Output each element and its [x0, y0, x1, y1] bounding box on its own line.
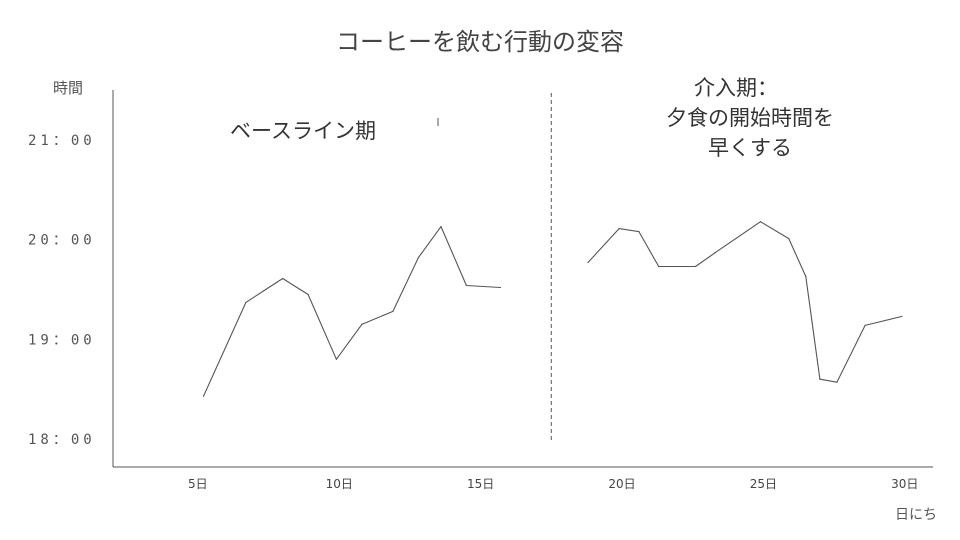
y-tick-label: 18：00 — [28, 432, 96, 448]
data-point — [265, 288, 267, 291]
data-point — [417, 257, 419, 259]
intervention-phase-label-line-1: 介入期： — [694, 76, 778, 100]
x-tick-label: 30日 — [891, 477, 918, 491]
data-point — [465, 284, 467, 287]
intervention-series-line — [587, 221, 903, 383]
data-point — [901, 315, 903, 317]
data-point — [499, 286, 501, 289]
x-tick-label: 10日 — [326, 477, 353, 491]
baseline-series-line — [202, 226, 501, 397]
data-point — [307, 293, 309, 296]
y-axis-label: 時間 — [53, 79, 83, 97]
data-point — [245, 301, 247, 303]
data-point — [202, 395, 205, 397]
data-point — [587, 261, 589, 264]
baseline-phase-label: ベースライン期 — [230, 119, 376, 143]
x-tick-label: 5日 — [188, 477, 208, 491]
data-point — [361, 323, 363, 325]
x-tick-labels: 5日 10日 15日 20日 25日 30日 — [188, 477, 918, 491]
data-point — [819, 378, 821, 380]
intervention-phase-label-line-3: 早くする — [708, 136, 792, 160]
chart-title: コーヒーを飲む行動の変容 — [336, 28, 624, 56]
data-point — [440, 226, 442, 228]
intervention-phase-label-line-2: 夕食の開始時間を — [666, 106, 834, 130]
x-tick-label: 20日 — [608, 477, 635, 491]
x-axis-label: 日にち — [895, 507, 937, 523]
data-point — [618, 228, 620, 230]
data-point — [805, 275, 807, 278]
x-tick-label: 15日 — [467, 477, 494, 491]
data-point — [759, 221, 762, 223]
data-point — [658, 265, 660, 268]
data-point — [694, 265, 697, 268]
data-point — [282, 277, 284, 280]
y-tick-labels: 18：00 19：00 20：00 21：00 — [28, 133, 96, 448]
y-tick-label: 19：00 — [28, 332, 96, 348]
data-point — [638, 231, 640, 233]
data-point — [864, 324, 866, 326]
series-layer — [202, 221, 903, 397]
y-tick-label: 21：00 — [28, 133, 96, 149]
x-tick-label: 25日 — [750, 477, 777, 491]
data-point — [335, 358, 337, 360]
y-tick-label: 20：00 — [28, 233, 96, 249]
data-point — [836, 381, 838, 383]
data-point — [392, 310, 394, 312]
data-point — [788, 238, 790, 240]
data-point — [714, 252, 716, 254]
